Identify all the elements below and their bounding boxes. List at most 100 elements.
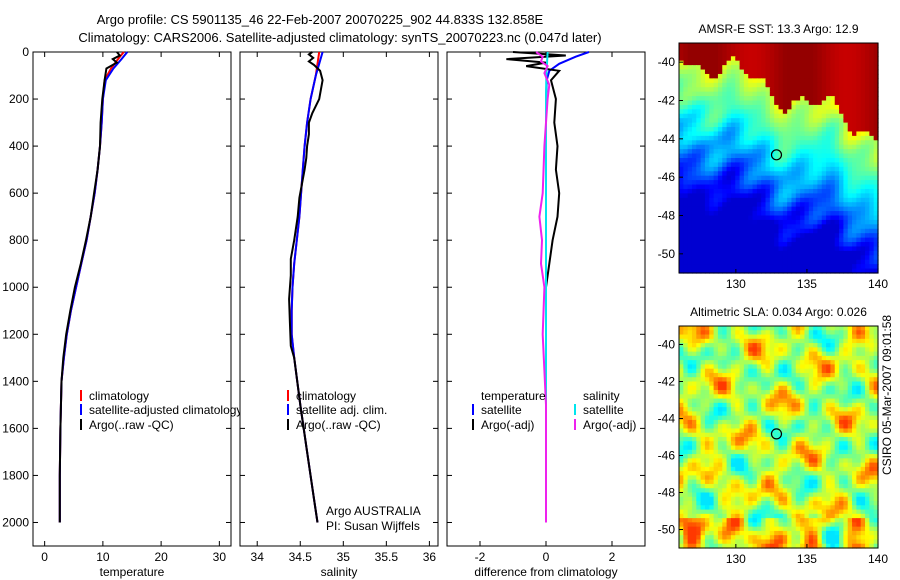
heatmap-cell bbox=[817, 193, 823, 199]
heatmap-cell bbox=[756, 166, 762, 172]
heatmap-cell bbox=[687, 355, 693, 361]
heatmap-cell bbox=[869, 394, 875, 400]
heatmap-cell bbox=[821, 479, 827, 485]
heatmap-cell bbox=[735, 250, 741, 256]
heatmap-cell bbox=[800, 144, 806, 150]
heatmap-cell bbox=[791, 127, 797, 133]
heatmap-cell bbox=[847, 180, 853, 186]
heatmap-cell bbox=[847, 347, 853, 353]
heatmap-cell bbox=[852, 424, 857, 430]
heatmap-cell bbox=[769, 415, 775, 421]
heatmap-cell bbox=[847, 432, 853, 438]
heatmap-cell bbox=[691, 505, 697, 511]
heatmap-cell bbox=[834, 351, 840, 357]
heatmap-cell bbox=[709, 211, 715, 217]
heatmap-cell bbox=[730, 264, 736, 270]
heatmap-cell bbox=[717, 360, 723, 366]
heatmap-cell bbox=[873, 188, 879, 194]
heatmap-cell bbox=[756, 135, 762, 141]
heatmap-cell bbox=[778, 496, 784, 502]
heatmap-cell bbox=[778, 100, 784, 106]
heatmap-cell bbox=[679, 158, 684, 164]
heatmap-cell bbox=[821, 73, 827, 79]
heatmap-cell bbox=[717, 539, 723, 545]
heatmap-cell bbox=[709, 368, 715, 374]
heatmap-cell bbox=[847, 535, 853, 541]
heatmap-cell bbox=[865, 104, 870, 110]
heatmap-cell bbox=[830, 211, 836, 217]
heatmap-cell bbox=[765, 441, 771, 447]
heatmap-cell bbox=[808, 501, 814, 506]
heatmap-cell bbox=[752, 100, 758, 106]
heatmap-cell bbox=[683, 127, 689, 133]
heatmap-cell bbox=[683, 144, 689, 150]
heatmap-cell bbox=[817, 522, 823, 528]
heatmap-cell bbox=[817, 60, 823, 66]
heatmap-cell bbox=[717, 424, 723, 430]
heatmap-cell bbox=[683, 237, 689, 243]
heatmap-cell bbox=[834, 127, 840, 133]
heatmap-cell bbox=[683, 441, 689, 447]
heatmap-cell bbox=[800, 530, 806, 536]
heatmap-cell bbox=[700, 454, 706, 459]
heatmap-cell bbox=[774, 100, 780, 106]
heatmap-cell bbox=[830, 47, 836, 53]
heatmap-cell bbox=[782, 233, 788, 239]
heatmap-cell bbox=[782, 381, 788, 387]
heatmap-cell bbox=[765, 449, 771, 455]
heatmap-cell bbox=[713, 233, 719, 239]
heatmap-cell bbox=[826, 432, 832, 438]
heatmap-cell bbox=[804, 462, 810, 468]
heatmap-cell bbox=[700, 377, 706, 383]
heatmap-cell bbox=[743, 162, 749, 168]
heatmap-cell bbox=[765, 158, 771, 164]
heatmap-cell bbox=[687, 153, 693, 159]
heatmap-cell bbox=[865, 242, 870, 248]
heatmap-cell bbox=[752, 355, 758, 361]
heatmap-cell bbox=[821, 219, 827, 225]
heatmap-cell bbox=[683, 513, 689, 519]
heatmap-cell bbox=[769, 166, 775, 172]
heatmap-cell bbox=[834, 242, 840, 248]
heatmap-cell bbox=[739, 475, 745, 481]
heatmap-cell bbox=[826, 268, 832, 274]
heatmap-cell bbox=[774, 381, 780, 387]
heatmap-cell bbox=[765, 193, 771, 199]
heatmap-cell bbox=[765, 180, 771, 186]
heatmap-cell bbox=[691, 390, 697, 395]
heatmap-cell bbox=[774, 131, 780, 137]
heatmap-cell bbox=[826, 65, 832, 71]
heatmap-cell bbox=[717, 428, 723, 434]
heatmap-cell bbox=[800, 479, 806, 485]
heatmap-cell bbox=[713, 505, 719, 511]
heatmap-cell bbox=[696, 411, 702, 417]
heatmap-cell bbox=[717, 43, 723, 49]
heatmap-cell bbox=[704, 411, 710, 417]
heatmap-cell bbox=[722, 206, 728, 212]
heatmap-cell bbox=[739, 377, 745, 383]
heatmap-cell bbox=[808, 398, 814, 404]
heatmap-cell bbox=[735, 483, 741, 489]
heatmap-cell bbox=[679, 100, 684, 106]
heatmap-cell bbox=[687, 242, 693, 248]
heatmap-cell bbox=[761, 454, 767, 459]
heatmap-cell bbox=[821, 364, 827, 370]
heatmap-cell bbox=[709, 175, 715, 181]
heatmap-cell bbox=[774, 475, 780, 481]
heatmap-cell bbox=[704, 394, 710, 400]
heatmap-cell bbox=[752, 407, 758, 412]
heatmap-cell bbox=[774, 78, 780, 84]
heatmap-cell bbox=[847, 394, 853, 400]
heatmap-cell bbox=[791, 543, 797, 549]
heatmap-cell bbox=[713, 522, 719, 528]
heatmap-cell bbox=[852, 505, 857, 511]
heatmap-cell bbox=[795, 458, 801, 464]
heatmap-cell bbox=[774, 162, 780, 168]
heatmap-cell bbox=[691, 364, 697, 370]
heatmap-cell bbox=[774, 462, 780, 468]
heatmap-cell bbox=[856, 242, 862, 248]
heatmap-cell bbox=[726, 411, 732, 417]
heatmap-cell bbox=[787, 56, 793, 62]
heatmap-cell bbox=[709, 250, 715, 256]
